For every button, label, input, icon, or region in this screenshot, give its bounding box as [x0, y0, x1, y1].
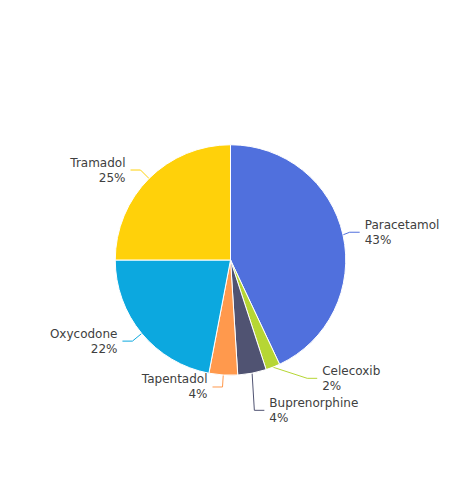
svg-text:Tramadol: Tramadol	[69, 156, 125, 170]
svg-text:Oxycodone: Oxycodone	[50, 327, 118, 341]
svg-text:Buprenorphine: Buprenorphine	[269, 396, 358, 410]
svg-text:2%: 2%	[322, 379, 341, 393]
svg-text:25%: 25%	[99, 171, 126, 185]
svg-text:22%: 22%	[91, 342, 118, 356]
svg-text:Tapentadol: Tapentadol	[141, 372, 208, 386]
svg-text:Paracetamol: Paracetamol	[365, 218, 440, 232]
svg-text:Celecoxib: Celecoxib	[322, 364, 380, 378]
svg-text:43%: 43%	[365, 233, 392, 247]
svg-text:4%: 4%	[269, 411, 288, 425]
svg-text:4%: 4%	[188, 387, 207, 401]
